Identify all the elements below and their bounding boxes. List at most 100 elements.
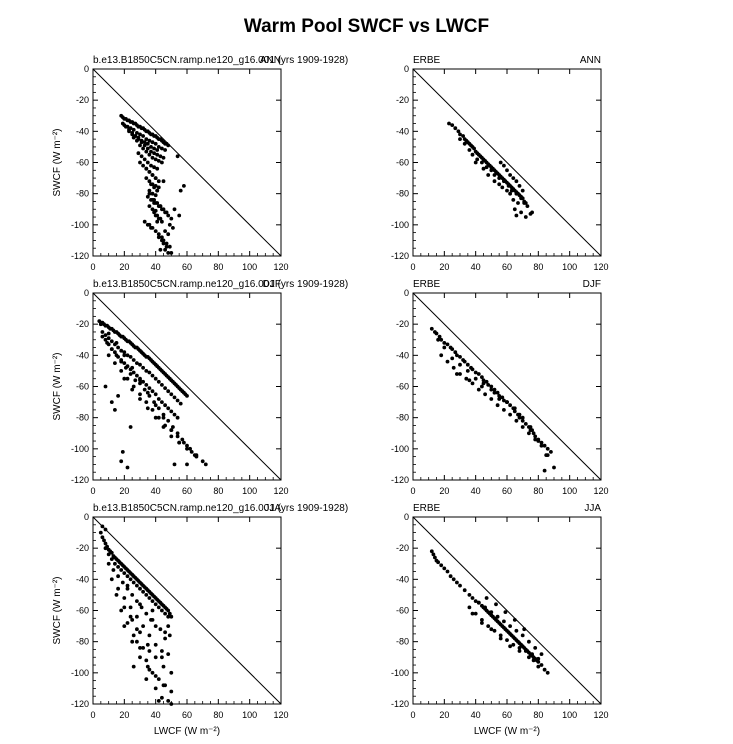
data-point [109,557,114,561]
data-point [160,238,164,243]
data-point [124,365,128,370]
data-point [142,140,147,145]
y-tick-label: -80 [396,637,409,647]
panel-right-title: ANN [580,55,601,66]
data-point [136,151,141,156]
data-point [166,406,171,411]
data-point [119,608,124,613]
data-point [200,459,205,464]
data-point [152,210,157,215]
data-point [492,390,497,395]
data-point [458,137,462,142]
data-point [175,415,180,420]
data-point [167,611,172,616]
data-point [130,131,135,135]
data-point [153,176,158,181]
data-point [470,611,475,616]
data-point [103,546,108,551]
data-point [131,384,136,389]
data-point [113,361,117,365]
data-point [144,166,149,171]
data-point [445,569,450,574]
x-tick-label: 20 [119,262,129,272]
data-point [520,633,525,638]
figure-title: Warm Pool SWCF vs LWCF [243,16,490,37]
data-point [508,191,512,196]
data-point [180,437,185,442]
data-point [153,602,158,607]
data-point [480,618,484,622]
scatter-points [119,113,186,255]
data-point [483,392,487,397]
data-point [150,155,155,160]
data-point [461,134,465,138]
data-point [442,341,447,345]
data-point [163,386,168,390]
data-point [135,361,139,365]
data-point [147,394,152,398]
data-point [520,188,525,193]
data-point [489,627,494,632]
data-point [147,191,152,196]
data-point [103,337,108,342]
data-point [497,176,502,181]
data-point [103,527,108,532]
data-point [172,395,177,400]
data-point [149,182,153,187]
data-point [436,560,440,565]
data-point [177,213,182,218]
data-point [517,646,522,650]
data-point [122,350,127,355]
data-point [185,462,189,467]
data-point [131,135,136,140]
data-point [152,165,157,170]
data-point [125,376,130,381]
y-tick-label: -20 [396,543,409,553]
x-tick-label: 80 [213,710,223,720]
data-point [102,538,106,543]
x-tick-label: 120 [593,710,608,720]
data-point [480,621,484,625]
x-axis-label: LWCF (W m⁻²) [474,726,540,737]
y-tick-label: 0 [404,288,409,298]
data-point [514,628,519,633]
data-point [158,216,163,221]
reference-line [412,516,602,705]
x-tick-label: 100 [562,710,577,720]
panel-6: 0 20 40 60 80 100 120 0 -20 -40 -60 -80 -100 -120 ERBE… [391,503,609,737]
data-point [122,624,127,628]
data-point [166,232,171,237]
data-point [122,571,127,575]
data-point [512,409,517,414]
data-point [128,425,133,429]
data-point [517,415,522,420]
data-point [141,589,146,594]
data-point [141,134,146,138]
data-point [150,373,155,378]
data-point [147,138,152,143]
data-point [114,341,119,345]
data-point [147,188,152,193]
data-point [138,381,142,386]
x-tick-label: 80 [213,262,223,272]
x-tick-label: 40 [151,710,161,720]
data-point [447,121,451,126]
x-tick-label: 80 [533,262,543,272]
data-point [508,624,512,628]
data-point [467,593,472,597]
data-point [141,365,146,370]
data-point [116,394,120,398]
data-point [138,362,142,367]
data-point [169,216,174,221]
data-point [502,163,506,168]
data-point [480,384,484,389]
data-point [185,443,189,448]
data-point [517,412,522,417]
x-tick-label: 60 [502,710,512,720]
data-point [145,146,150,151]
data-point [145,141,150,146]
data-point [161,241,166,246]
data-point [155,213,160,218]
data-point [109,577,114,582]
data-point [436,337,440,342]
